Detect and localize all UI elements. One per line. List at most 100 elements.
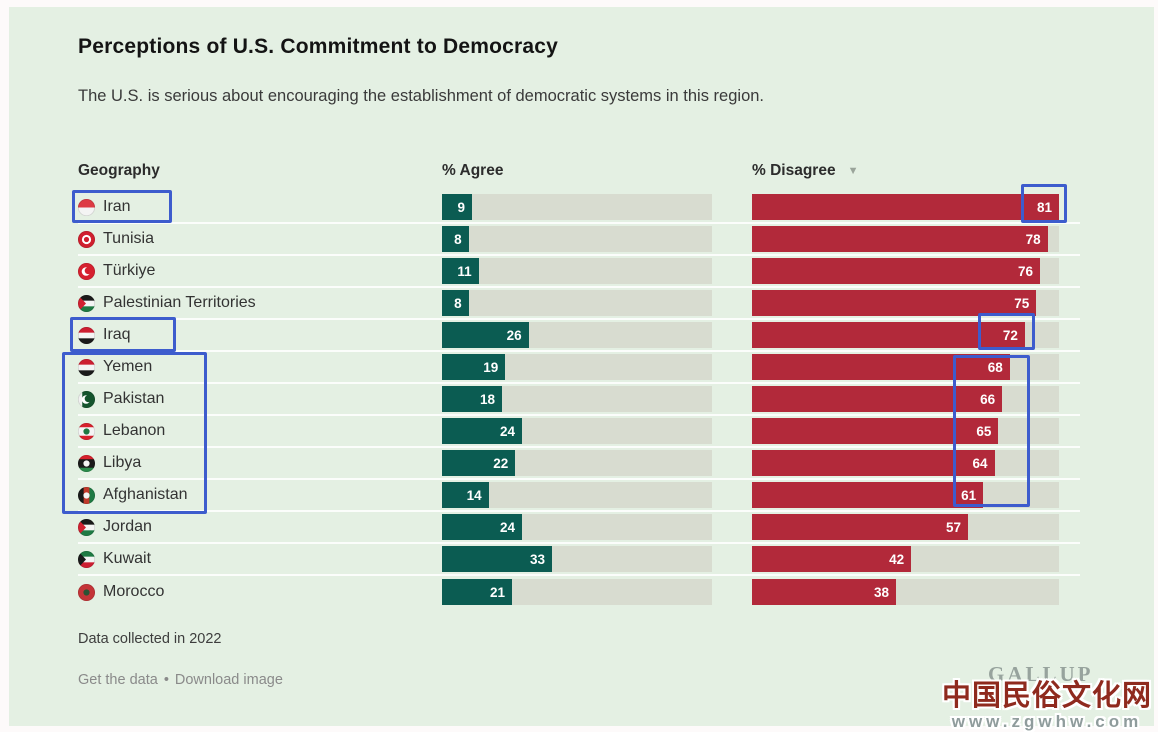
disagree-value: 42 [889,551,905,567]
agree-bar[interactable]: 9 [442,194,472,220]
disagree-value: 65 [976,423,992,439]
disagree-value: 61 [961,487,977,503]
agree-bar-track: 21 [442,579,712,605]
disagree-value: 68 [987,359,1003,375]
disagree-bar-track: 78 [752,226,1059,252]
table-row: Jordan 24 57 [77,512,1080,544]
gallup-logo: GALLUP [988,662,1094,686]
table-row: Afghanistan 14 61 [77,480,1080,512]
agree-bar[interactable]: 26 [442,322,529,348]
agree-bar-track: 19 [442,354,712,380]
disagree-bar[interactable]: 61 [752,482,984,508]
country-label: Jordan [103,518,152,535]
agree-bar[interactable]: 8 [442,290,469,316]
agree-bar-track: 8 [442,290,712,316]
agree-value: 11 [457,263,472,279]
agree-value: 26 [506,327,522,343]
agree-bar-track: 9 [442,194,712,220]
country-flag-icon [77,422,96,440]
agree-value: 21 [489,584,505,600]
table-row: Pakistan 18 66 [77,384,1080,416]
disagree-bar[interactable]: 38 [752,579,896,605]
country-flag-icon [77,262,96,280]
disagree-bar[interactable]: 78 [752,226,1048,252]
disagree-bar-track: 81 [752,194,1059,220]
sort-descending-icon[interactable]: ▼ [847,165,859,177]
annotation-box-countries-group [62,352,207,514]
country-flag-icon [77,294,96,312]
agree-value: 8 [454,295,462,311]
disagree-bar[interactable]: 65 [752,418,999,444]
disagree-bar[interactable]: 81 [752,194,1059,220]
chart-title: Perceptions of U.S. Commitment to Democr… [78,35,559,58]
download-image-link[interactable]: Download image [174,672,283,688]
agree-bar-track: 8 [442,226,712,252]
agree-bar[interactable]: 14 [442,482,489,508]
disagree-bar-track: 38 [752,579,1059,605]
disagree-bar[interactable]: 68 [752,354,1010,380]
country-flag-icon [77,454,96,472]
country-flag-icon [77,486,96,504]
disagree-bar[interactable]: 75 [752,290,1037,316]
country-flag-icon [77,518,96,536]
agree-bar[interactable]: 21 [442,579,512,605]
country-flag-icon [77,390,96,408]
agree-value: 24 [499,423,515,439]
agree-bar[interactable]: 19 [442,354,506,380]
disagree-value: 57 [946,519,962,535]
get-the-data-link[interactable]: Get the data [78,672,158,688]
agree-bar[interactable]: 24 [442,418,522,444]
geography-cell: Morocco [77,583,442,601]
agree-bar-track: 24 [442,514,712,540]
agree-bar[interactable]: 22 [442,450,516,476]
disagree-bar[interactable]: 42 [752,546,912,572]
disagree-bar-track: 68 [752,354,1059,380]
disagree-bar[interactable]: 66 [752,386,1003,412]
agree-bar[interactable]: 18 [442,386,502,412]
column-header-agree[interactable]: % Agree [442,162,504,179]
geography-cell: Jordan [77,518,442,536]
disagree-value: 38 [873,584,889,600]
country-flag-icon [77,326,96,344]
annotation-box-disagree-value-81 [1021,184,1067,223]
country-label: Libya [103,454,142,471]
geography-cell: Afghanistan [77,486,442,504]
disagree-value: 81 [1036,199,1052,215]
agree-bar[interactable]: 33 [442,546,552,572]
disagree-bar[interactable]: 57 [752,514,969,540]
annotation-box-disagree-values-group [953,355,1030,507]
disagree-bar[interactable]: 76 [752,258,1041,284]
annotation-box-disagree-value-72 [978,313,1035,350]
agree-bar-track: 22 [442,450,712,476]
agree-bar-track: 24 [442,418,712,444]
agree-value: 24 [499,519,515,535]
country-label: Kuwait [103,550,152,567]
link-separator: • [163,672,169,688]
country-flag-icon [77,198,96,216]
table-row: Kuwait 33 42 [77,544,1080,576]
agree-bar[interactable]: 24 [442,514,522,540]
agree-bar[interactable]: 11 [442,258,479,284]
table-row: Yemen 19 68 [77,352,1080,384]
country-label: Lebanon [103,422,166,439]
agree-value: 8 [454,231,462,247]
table-row: Türkiye 11 76 [77,256,1080,288]
table-row: Tunisia 8 78 [77,224,1080,256]
disagree-bar-track: 65 [752,418,1059,444]
geography-cell: Yemen [77,358,442,376]
agree-bar-track: 18 [442,386,712,412]
column-header-disagree[interactable]: % Disagree ▼ [752,162,858,180]
geography-cell: Libya [77,454,442,472]
disagree-value: 66 [980,391,996,407]
annotation-box-iraq-label [70,317,176,352]
disagree-bar-track: 66 [752,386,1059,412]
country-label: Tunisia [103,230,154,247]
table-row: Iraq 26 72 [77,320,1080,352]
watermark: 中国民俗文化网 www.zgwhw.com [938,681,1156,731]
agree-bar[interactable]: 8 [442,226,469,252]
country-label: Türkiye [103,262,156,279]
data-note: Data collected in 2022 [78,631,222,647]
column-header-geography: Geography [78,162,160,179]
country-flag-icon [77,550,96,568]
agree-value: 22 [493,455,509,471]
